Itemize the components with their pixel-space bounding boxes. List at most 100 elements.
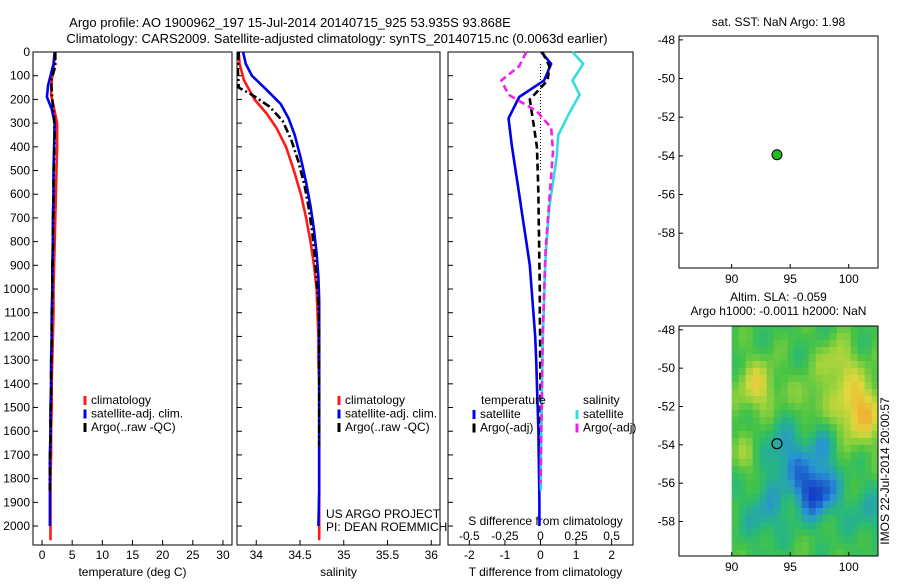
difference-t-x-tick-label: 2 <box>608 548 615 562</box>
sla-heatmap-cell <box>850 508 859 516</box>
difference-panel: -2 -1 0 1 2 -0.5 -0.25 0 0.25 0.5S difference fro… <box>326 51 636 579</box>
sla-heatmap-cell <box>871 550 878 556</box>
sla-heatmap-cell <box>794 459 803 467</box>
sla-heatmap-cell <box>738 508 747 516</box>
sla-heatmap-cell <box>808 543 817 551</box>
sla-heatmap-cell <box>731 508 740 516</box>
salinity-panel: 34 34.5 35 35.5 36 salinity climatologysatelli… <box>236 51 441 579</box>
sla-heatmap-cell <box>815 543 824 551</box>
sla-heatmap-cell <box>871 487 878 495</box>
sst-map-y-tick-label: -48 <box>658 33 676 47</box>
sla-heatmap-cell <box>752 466 761 474</box>
sla-heatmap-cell <box>731 333 740 341</box>
sla-heatmap-cell <box>815 431 824 439</box>
sla-heatmap-cell <box>801 326 810 334</box>
sla-heatmap-cell <box>850 480 859 488</box>
sla-heatmap-cell <box>759 389 768 397</box>
sla-heatmap-cell <box>864 466 873 474</box>
sla-heatmap-cell <box>787 333 796 341</box>
sla-heatmap-cell <box>801 424 810 432</box>
difference-t-axis-label: T difference from climatology <box>469 565 623 579</box>
sla-heatmap-cell <box>857 466 866 474</box>
sla-heatmap-cell <box>843 396 852 404</box>
sla-heatmap-cell <box>759 501 768 509</box>
sla-heatmap-cell <box>822 382 831 390</box>
depth-y-tick-label: 700 <box>10 211 30 225</box>
sla-heatmap-cell <box>780 487 789 495</box>
sla-heatmap-cell <box>759 396 768 404</box>
sla-heatmap-cell <box>822 389 831 397</box>
sla-heatmap-cell <box>759 536 768 544</box>
sla-heatmap-cell <box>752 459 761 467</box>
sla-heatmap-cell <box>759 445 768 453</box>
sla-heatmap-cell <box>773 494 782 502</box>
sla-heatmap-cell <box>780 326 789 334</box>
sla-heatmap-cell <box>787 473 796 481</box>
sla-heatmap-cell <box>787 522 796 530</box>
sla-heatmap-cell <box>766 424 775 432</box>
sla-heatmap-cell <box>822 452 831 460</box>
sla-heatmap-cell <box>808 403 817 411</box>
sla-heatmap-cell <box>857 333 866 341</box>
salinity-legend-label: satellite-adj. clim. <box>345 407 437 421</box>
sla-heatmap-cell <box>794 445 803 453</box>
sla-heatmap-cell <box>780 410 789 418</box>
sla-heatmap-cell <box>738 494 747 502</box>
sla-heatmap-cell <box>787 326 796 334</box>
sla-heatmap-cell <box>787 347 796 355</box>
sla-heatmap-cell <box>787 536 796 544</box>
sla-heatmap-cell <box>731 410 740 418</box>
salinity-x-tick-label: 34.5 <box>288 548 312 562</box>
sla-heatmap-cell <box>836 389 845 397</box>
sla-heatmap-cell <box>822 403 831 411</box>
sla-heatmap-cell <box>745 459 754 467</box>
salinity-x-tick-label: 34 <box>250 548 264 562</box>
sla-heatmap-cell <box>850 389 859 397</box>
sla-heatmap-cell <box>822 431 831 439</box>
sla-heatmap-cell <box>752 550 761 556</box>
sla-heatmap-cell <box>780 340 789 348</box>
sla-heatmap-cell <box>864 480 873 488</box>
sst-map-x-tick-label: 100 <box>839 272 859 286</box>
sla-heatmap-cell <box>822 347 831 355</box>
sla-heatmap-cell <box>857 515 866 523</box>
sla-heatmap-cell <box>836 333 845 341</box>
sla-heatmap-cell <box>738 473 747 481</box>
salinity-satellite-series-line <box>241 51 321 527</box>
sla-heatmap-cell <box>766 326 775 334</box>
sla-heatmap-cell <box>857 522 866 530</box>
sla-heatmap-cell <box>822 508 831 516</box>
sla-heatmap-cell <box>745 515 754 523</box>
depth-y-tick-label: 1300 <box>3 353 30 367</box>
sla-heatmap-cell <box>815 473 824 481</box>
sla-heatmap-cell <box>871 396 878 404</box>
sla-heatmap-cell <box>766 522 775 530</box>
sla-heatmap-cell <box>829 403 838 411</box>
sla-heatmap-cell <box>731 459 740 467</box>
sla-heatmap-cell <box>766 550 775 556</box>
sla-heatmap-cell <box>829 361 838 369</box>
sla-heatmap-cell <box>752 473 761 481</box>
sla-heatmap-cell <box>836 550 845 556</box>
temperature-x-tick-label: 10 <box>96 548 110 562</box>
sla-heatmap-cell <box>731 515 740 523</box>
sla-heatmap-cell <box>843 347 852 355</box>
sla-heatmap-cell <box>801 487 810 495</box>
sla-heatmap-cell <box>857 431 866 439</box>
sla-heatmap-cell <box>759 480 768 488</box>
sla-heatmap-cell <box>738 438 747 446</box>
sla-heatmap-cell <box>843 361 852 369</box>
sla-heatmap-cell <box>752 333 761 341</box>
sla-heatmap-cell <box>787 445 796 453</box>
sla-heatmap-cell <box>829 522 838 530</box>
sla-heatmap-cell <box>808 445 817 453</box>
sla-heatmap-cell <box>850 424 859 432</box>
sst-map-y-tick-label: -50 <box>658 72 676 86</box>
sla-heatmap-cell <box>843 522 852 530</box>
sla-heatmap-cell <box>773 522 782 530</box>
sla-heatmap-cell <box>829 333 838 341</box>
sla-heatmap-cell <box>850 550 859 556</box>
sla-heatmap-cell <box>794 508 803 516</box>
sla-heatmap-cell <box>857 396 866 404</box>
